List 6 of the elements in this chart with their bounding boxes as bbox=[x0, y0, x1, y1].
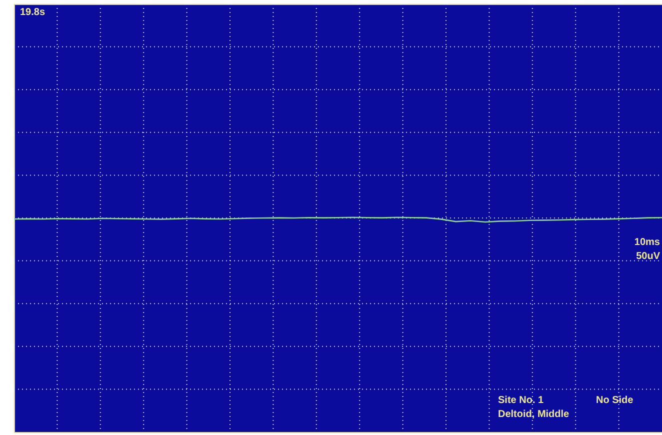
text: 10ms bbox=[634, 237, 660, 248]
text: 19.8s bbox=[20, 7, 46, 18]
text: No Side bbox=[596, 395, 634, 406]
text: 50uV bbox=[636, 251, 660, 262]
text: Deltoid, Middle bbox=[498, 409, 570, 420]
text: Site No. 1 bbox=[498, 395, 544, 406]
